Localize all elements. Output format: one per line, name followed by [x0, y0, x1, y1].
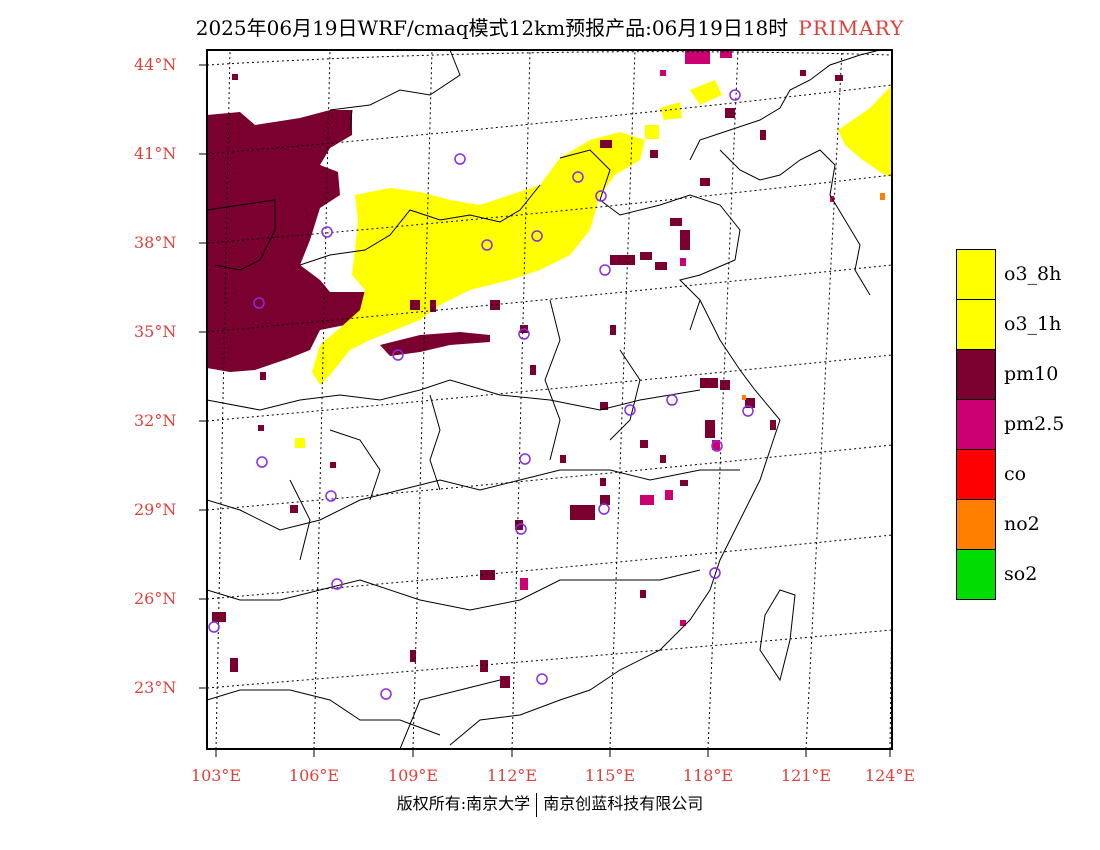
copyright-right: 南京创蓝科技有限公司	[543, 794, 704, 813]
legend-swatch	[956, 449, 996, 499]
legend-swatch	[956, 299, 996, 349]
legend-label: co	[1004, 463, 1027, 485]
pm10-region-west	[207, 110, 368, 372]
legend-swatch	[956, 499, 996, 549]
legend-label: o3_1h	[1004, 313, 1062, 335]
lon-label-118: 118°E	[682, 766, 734, 785]
axis-ticks	[199, 64, 891, 757]
o3-patch-2	[660, 102, 682, 120]
legend-item-no2: no2	[956, 499, 1064, 549]
lon-label-112: 112°E	[486, 766, 538, 785]
pm10-band	[380, 332, 490, 356]
lon-label-103: 103°E	[190, 766, 242, 785]
legend-label: pm2.5	[1004, 413, 1065, 435]
legend-item-o3-1h: o3_1h	[956, 299, 1064, 349]
o3-patch-4	[295, 438, 305, 448]
legend-label: o3_8h	[1004, 263, 1062, 285]
no2-patch	[880, 193, 885, 200]
map-title: 2025年06月19日WRF/cmaq模式12km预报产品:06月19日18时 P…	[0, 12, 1100, 41]
legend-swatch	[956, 399, 996, 449]
lat-label-38: 38°N	[134, 233, 177, 252]
station-markers	[208, 89, 754, 700]
map-frame	[206, 49, 893, 750]
legend-swatch	[956, 349, 996, 399]
pm25-scatter	[520, 70, 834, 626]
copyright-footer: 版权所有:南京大学 南京创蓝科技有限公司	[0, 790, 1100, 817]
legend-item-pm10: pm10	[956, 349, 1064, 399]
legend: o3_8h o3_1h pm10 pm2.5 co no2 so2	[956, 249, 1064, 600]
legend-swatch	[956, 249, 996, 299]
legend-item-o3-8h: o3_8h	[956, 249, 1064, 299]
lat-label-23: 23°N	[134, 678, 177, 697]
copyright-left: 版权所有:南京大学	[396, 794, 531, 813]
o3-region-north	[312, 132, 645, 385]
lat-label-29: 29°N	[134, 500, 177, 519]
o3-patch-3	[645, 125, 659, 139]
lon-label-115: 115°E	[584, 766, 636, 785]
legend-label: no2	[1004, 513, 1040, 535]
legend-label: pm10	[1004, 363, 1059, 385]
graticule	[207, 50, 892, 749]
lon-label-109: 109°E	[387, 766, 439, 785]
lat-label-44: 44°N	[134, 55, 177, 74]
legend-swatch	[956, 548, 996, 600]
lon-label-106: 106°E	[288, 766, 340, 785]
o3-patch	[690, 80, 722, 105]
lat-label-35: 35°N	[134, 322, 177, 341]
legend-item-co: co	[956, 449, 1064, 499]
lat-label-26: 26°N	[134, 589, 177, 608]
footer-divider	[536, 792, 538, 817]
lat-label-32: 32°N	[134, 411, 177, 430]
no2-patch-2	[742, 395, 746, 400]
title-text: 2025年06月19日WRF/cmaq模式12km预报产品:06月19日18时	[195, 16, 789, 40]
o3-region-ne	[838, 85, 892, 178]
legend-label: so2	[1004, 563, 1038, 585]
legend-item-pm25: pm2.5	[956, 399, 1064, 449]
boundaries	[207, 50, 881, 749]
lon-label-121: 121°E	[780, 766, 832, 785]
lat-label-41: 41°N	[134, 144, 177, 163]
pm25-patch-2	[720, 50, 732, 58]
pm25-patch-top	[685, 50, 710, 64]
lon-label-124: 124°E	[864, 766, 916, 785]
primary-tag: PRIMARY	[798, 16, 905, 40]
legend-item-so2: so2	[956, 548, 1064, 600]
